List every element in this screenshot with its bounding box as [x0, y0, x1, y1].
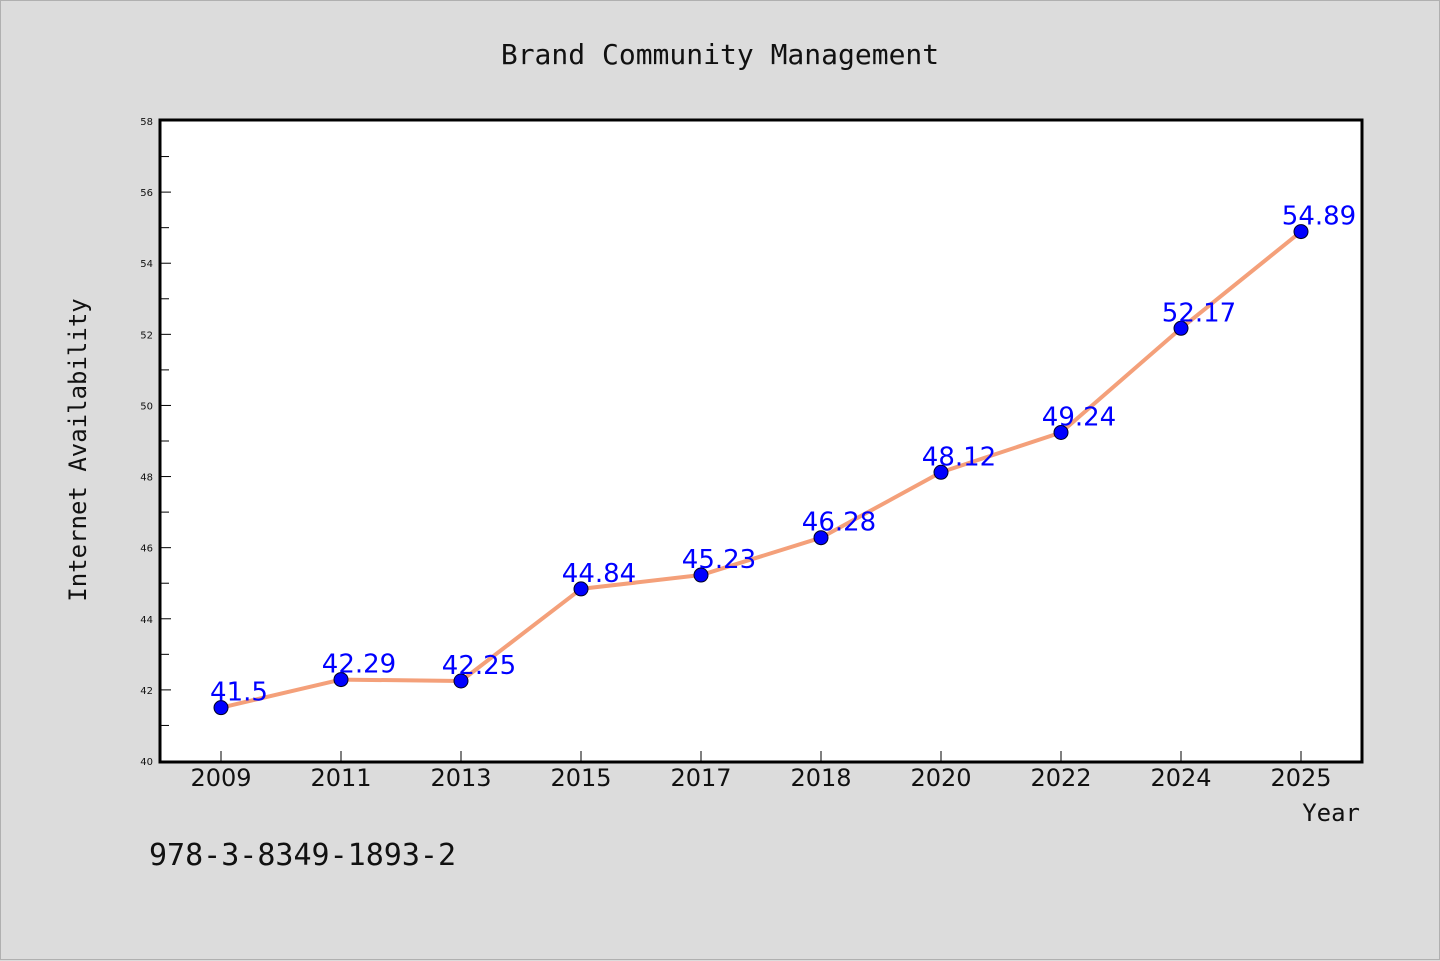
data-point: [1293, 224, 1309, 240]
y-tick-label: 40: [140, 757, 153, 768]
y-axis: 40 42 44 46 48 50 52 54 56 58: [140, 117, 171, 768]
x-tick-label: 2022: [1030, 764, 1091, 792]
x-tick-label: 2009: [190, 764, 251, 792]
y-tick-label: 48: [140, 473, 153, 484]
x-axis: 2009 2011 2013 2015 2017 2018 2020 2022 2024 2025: [190, 751, 1332, 792]
data-label: 46.28: [802, 508, 876, 538]
data-point: [333, 672, 349, 688]
y-tick-label: 46: [140, 544, 153, 555]
y-tick-label: 54: [140, 259, 153, 270]
y-axis-label: Internet Availability: [64, 298, 92, 601]
data-point: [453, 673, 469, 689]
series-path: [220, 230, 1303, 710]
series-line: 41.5 42.29 42.25 44.84 45.23 46.28 48.12 49.24 5…: [210, 202, 1356, 716]
isbn-text: 978-3-8349-1893-2: [149, 838, 456, 873]
x-axis-label: Year: [1302, 799, 1360, 827]
data-label: 42.25: [442, 651, 516, 681]
x-tick-label: 2020: [910, 764, 971, 792]
x-tick-label: 2015: [550, 764, 611, 792]
data-label: 48.12: [922, 442, 996, 472]
x-tick-label: 2025: [1270, 764, 1331, 792]
data-point: [1053, 424, 1069, 440]
y-tick-label: 56: [140, 188, 153, 199]
x-tick-label: 2018: [790, 764, 851, 792]
data-label: 45.23: [682, 545, 756, 575]
data-label: 49.24: [1042, 402, 1116, 432]
data-label: 41.5: [210, 678, 268, 708]
x-tick-label: 2011: [310, 764, 371, 792]
data-label: 54.89: [1282, 202, 1356, 232]
data-label: 44.84: [562, 559, 636, 589]
y-tick-label: 44: [140, 615, 153, 626]
data-point: [693, 567, 709, 583]
x-tick-label: 2024: [1150, 764, 1211, 792]
y-tick-label: 50: [140, 401, 153, 412]
y-tick-label: 42: [140, 686, 153, 697]
x-tick-label: 2013: [430, 764, 491, 792]
y-tick-label: 58: [140, 117, 153, 128]
data-point: [213, 700, 229, 716]
x-tick-label: 2017: [670, 764, 731, 792]
data-point: [1173, 320, 1189, 336]
data-label: 42.29: [322, 650, 396, 680]
chart-title: Brand Community Management: [501, 38, 939, 71]
data-label: 52.17: [1162, 298, 1236, 328]
y-tick-label: 52: [140, 330, 153, 341]
data-point: [573, 581, 589, 597]
plot-area: [158, 118, 1364, 764]
data-point: [933, 464, 949, 480]
data-point: [813, 530, 829, 546]
